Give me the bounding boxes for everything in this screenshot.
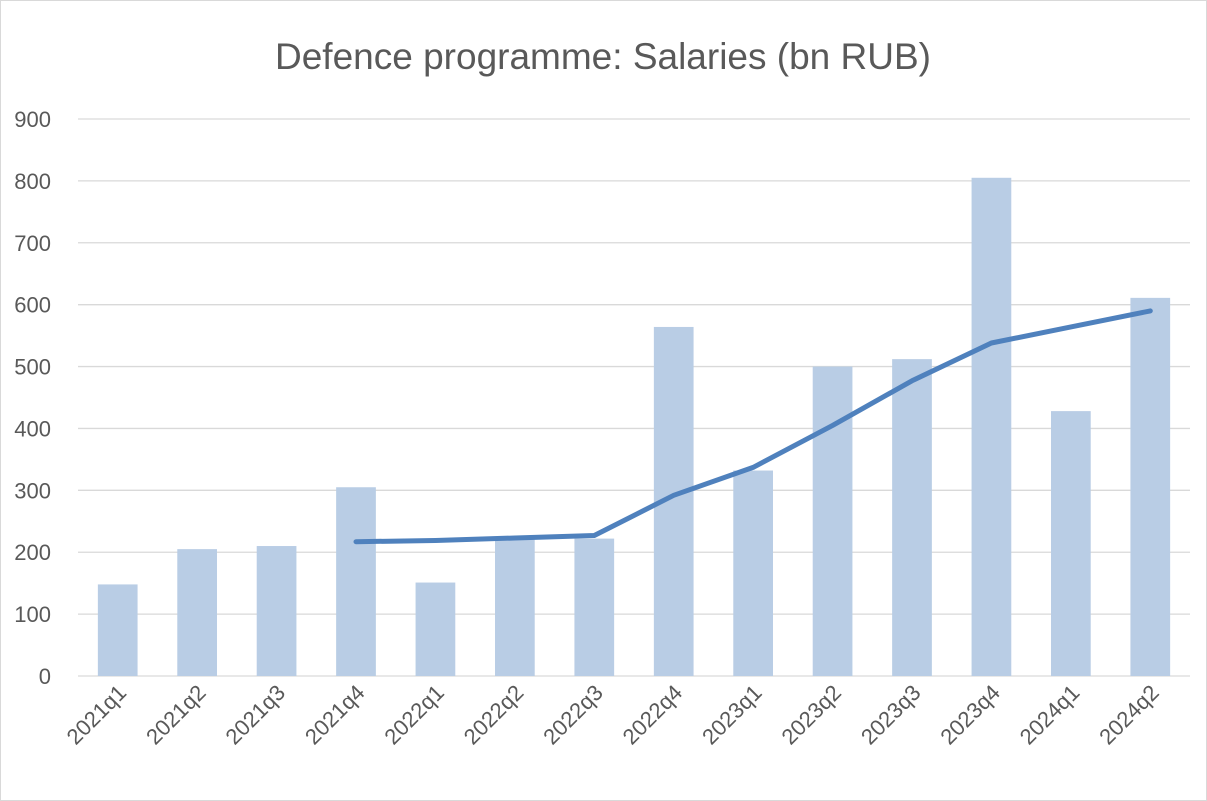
bar [733, 470, 773, 676]
bar [812, 366, 853, 676]
bar [336, 487, 376, 676]
y-tick-label: 800 [14, 169, 51, 194]
chart-title: Defence programme: Salaries (bn RUB) [275, 36, 931, 77]
bar [415, 582, 456, 676]
bar [177, 549, 217, 676]
y-axis-ticks: 0 100 200 300 400 500 600 700 800 900 [14, 107, 51, 689]
x-tick-label: 2021q2 [141, 680, 211, 750]
bar [495, 538, 535, 676]
x-tick-label: 2023q4 [935, 680, 1005, 750]
y-tick-label: 0 [39, 664, 51, 689]
y-tick-label: 700 [14, 231, 51, 256]
x-axis-ticks: 2021q1 2021q2 2021q3 2021q4 2022q1 2022q2 2022… [62, 680, 1164, 750]
y-tick-label: 500 [14, 355, 51, 380]
x-tick-label: 2023q3 [856, 680, 926, 750]
bar [1051, 411, 1091, 676]
bar-series [97, 177, 1171, 677]
y-tick-label: 300 [14, 478, 51, 503]
x-tick-label: 2021q1 [62, 680, 132, 750]
x-tick-label: 2022q1 [379, 680, 449, 750]
gridlines [78, 118, 1190, 677]
y-tick-label: 400 [14, 416, 51, 441]
x-tick-label: 2021q4 [300, 680, 370, 750]
x-tick-label: 2022q2 [459, 680, 529, 750]
y-tick-label: 200 [14, 540, 51, 565]
y-tick-label: 900 [14, 107, 51, 132]
bar [574, 538, 615, 676]
x-tick-label: 2022q3 [538, 680, 608, 750]
x-tick-label: 2022q4 [618, 680, 688, 750]
x-tick-label: 2023q1 [697, 680, 767, 750]
x-tick-label: 2021q3 [221, 680, 291, 750]
bar [1130, 297, 1171, 676]
y-tick-label: 600 [14, 293, 51, 318]
x-tick-label: 2023q2 [777, 680, 847, 750]
x-tick-label: 2024q2 [1094, 680, 1164, 750]
bar [971, 177, 1012, 677]
line-series [353, 308, 1153, 545]
bar [892, 359, 932, 676]
trend-line [353, 308, 1153, 545]
bar [97, 584, 138, 676]
bar [256, 546, 297, 676]
y-tick-label: 100 [14, 602, 51, 627]
x-tick-label: 2024q1 [1015, 680, 1085, 750]
